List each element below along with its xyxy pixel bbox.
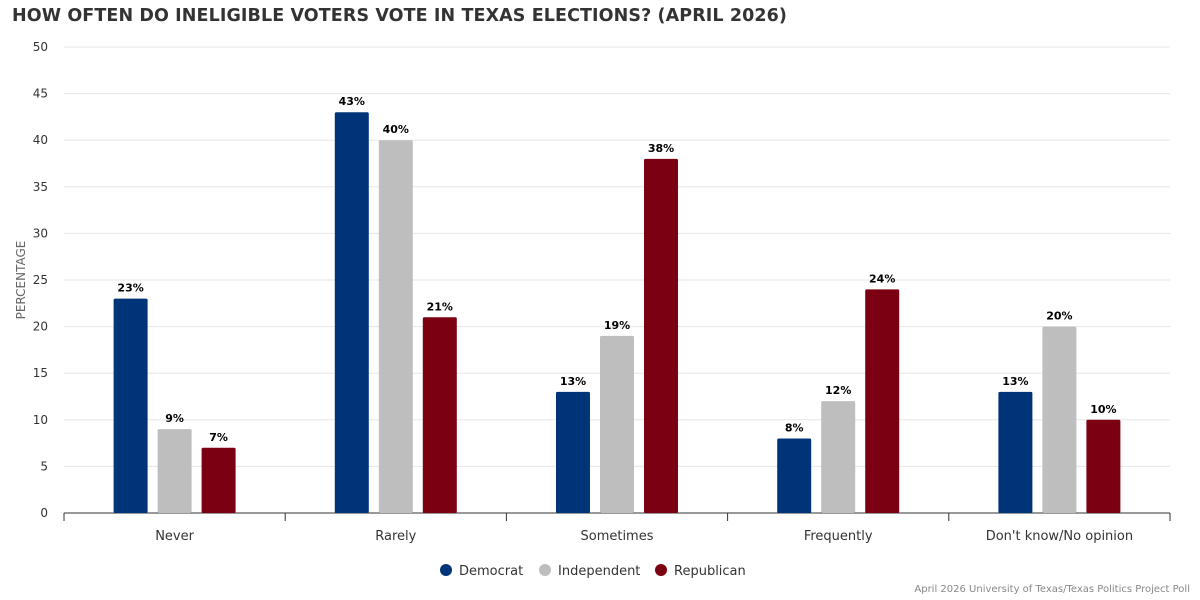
bar xyxy=(157,429,192,513)
bar xyxy=(113,298,148,513)
legend-marker xyxy=(539,564,551,576)
y-tick-label: 0 xyxy=(40,506,48,520)
legend-marker xyxy=(655,564,667,576)
data-label: 12% xyxy=(825,384,851,397)
data-label: 9% xyxy=(165,412,184,425)
bar xyxy=(865,289,900,513)
bar xyxy=(644,158,678,513)
data-label: 8% xyxy=(785,421,804,434)
legend-marker xyxy=(440,564,452,576)
chart-title: HOW OFTEN DO INELIGIBLE VOTERS VOTE IN T… xyxy=(12,6,788,26)
y-tick-label: 30 xyxy=(33,226,48,240)
y-tick-label: 15 xyxy=(33,366,48,380)
y-tick-label: 25 xyxy=(33,273,48,287)
legend-item: Democrat xyxy=(459,564,523,579)
data-label: 13% xyxy=(560,375,586,388)
data-label: 19% xyxy=(604,319,630,332)
data-label: 21% xyxy=(427,300,453,313)
data-label: 23% xyxy=(117,282,143,295)
data-label: 43% xyxy=(339,95,365,108)
bar xyxy=(556,391,590,513)
y-tick-label: 20 xyxy=(33,320,48,334)
x-tick-label: Rarely xyxy=(375,529,416,544)
source-note: April 2026 University of Texas/Texas Pol… xyxy=(914,584,1190,595)
y-axis-title: PERCENTAGE xyxy=(14,241,28,320)
bar xyxy=(821,401,856,513)
x-tick-label: Never xyxy=(155,529,194,544)
bar xyxy=(334,112,369,514)
data-label: 40% xyxy=(383,123,409,136)
y-tick-label: 35 xyxy=(33,180,48,194)
x-tick-label: Sometimes xyxy=(580,529,653,544)
legend-item: Republican xyxy=(674,564,746,579)
y-tick-label: 50 xyxy=(33,40,48,54)
y-tick-label: 40 xyxy=(33,133,48,147)
x-tick-label: Frequently xyxy=(804,529,873,544)
y-tick-label: 45 xyxy=(33,87,48,101)
bar xyxy=(1086,419,1121,513)
bar xyxy=(600,335,634,513)
data-label: 20% xyxy=(1046,310,1072,323)
data-label: 7% xyxy=(209,431,228,444)
y-tick-label: 10 xyxy=(33,413,48,427)
data-label: 38% xyxy=(648,142,674,155)
legend-item: Independent xyxy=(558,564,640,579)
bar xyxy=(422,317,457,513)
bar xyxy=(1042,326,1077,513)
bar xyxy=(201,447,236,513)
data-label: 24% xyxy=(869,272,895,285)
x-tick-label: Don't know/No opinion xyxy=(986,529,1133,544)
data-label: 13% xyxy=(1002,375,1028,388)
data-label: 10% xyxy=(1090,403,1116,416)
bar xyxy=(378,140,413,513)
bar xyxy=(998,391,1033,513)
bar xyxy=(777,438,812,513)
y-tick-label: 5 xyxy=(40,459,48,473)
